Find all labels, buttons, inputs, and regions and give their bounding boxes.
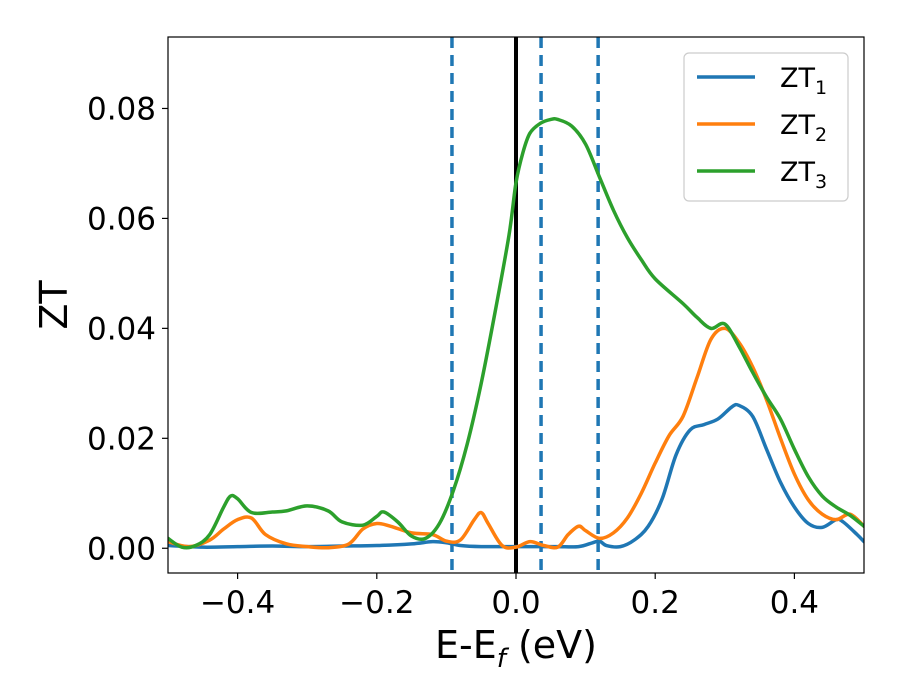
x-tick-label: −0.4 xyxy=(200,585,275,621)
y-axis-ticks: 0.00 0.02 0.04 0.06 0.08 xyxy=(87,91,168,567)
reference-lines xyxy=(450,37,600,573)
x-axis-ticks: −0.4 −0.2 0.0 0.2 0.4 xyxy=(200,573,819,621)
legend-label-zt3: ZT3 xyxy=(780,157,827,193)
x-axis-title-main: E-E xyxy=(435,623,497,667)
series-lines xyxy=(168,117,864,550)
x-tick-label: 0.0 xyxy=(491,585,540,621)
y-axis-title: ZT xyxy=(32,280,76,330)
series-line-zt3 xyxy=(168,117,864,550)
legend-label-sub: 3 xyxy=(815,171,827,193)
legend-label-main: ZT xyxy=(780,63,815,94)
legend-label-sub: 1 xyxy=(815,77,827,99)
series-line-zt2 xyxy=(168,326,864,550)
x-tick-label: 0.4 xyxy=(770,585,819,621)
legend-label-zt2: ZT2 xyxy=(780,110,827,146)
y-tick-label: 0.08 xyxy=(87,91,156,127)
y-tick-label: 0.06 xyxy=(87,201,156,237)
legend-label-sub: 2 xyxy=(815,124,827,146)
legend-label-main: ZT xyxy=(780,110,815,141)
x-axis-title-unit: (eV) xyxy=(506,623,597,667)
legend-label-main: ZT xyxy=(780,157,815,188)
x-axis-title: E-Ef (eV) xyxy=(435,623,597,674)
x-tick-label: −0.2 xyxy=(339,585,414,621)
x-tick-label: 0.2 xyxy=(631,585,680,621)
legend-box xyxy=(683,52,849,202)
y-tick-label: 0.04 xyxy=(87,311,156,347)
y-tick-label: 0.02 xyxy=(87,421,156,457)
series-line-zt1 xyxy=(168,402,864,549)
y-tick-label: 0.00 xyxy=(87,531,156,567)
legend-label-zt1: ZT1 xyxy=(780,63,827,99)
